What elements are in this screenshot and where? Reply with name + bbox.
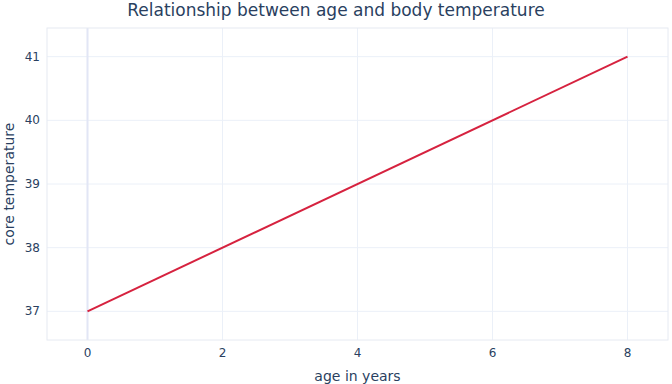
series-group [88, 57, 628, 312]
x-tick-label: 4 [354, 346, 362, 360]
x-tick-label: 0 [84, 346, 92, 360]
x-grid [222, 28, 223, 340]
y-tick-label: 40 [25, 113, 40, 127]
y-tick-label: 41 [25, 50, 40, 64]
y-tick-label: 38 [25, 241, 40, 255]
y-tick-label: 37 [25, 304, 40, 318]
x-tick-label: 6 [489, 346, 497, 360]
plot-frame [47, 28, 668, 340]
x-grid [627, 28, 628, 340]
x-tick-label: 8 [624, 346, 632, 360]
x-axis-label: age in years [314, 368, 400, 384]
title: Relationship between age and body temper… [127, 0, 544, 20]
series-line [88, 57, 628, 312]
y-axis-label: core temperature [1, 123, 17, 246]
x-grid [492, 28, 493, 340]
x-tick-label: 2 [219, 346, 227, 360]
y-tick-label: 39 [25, 177, 40, 191]
chart: 37 38 39 40 41 0 2 4 6 8 Relationship between age … [0, 0, 672, 384]
x-grid [87, 28, 89, 340]
